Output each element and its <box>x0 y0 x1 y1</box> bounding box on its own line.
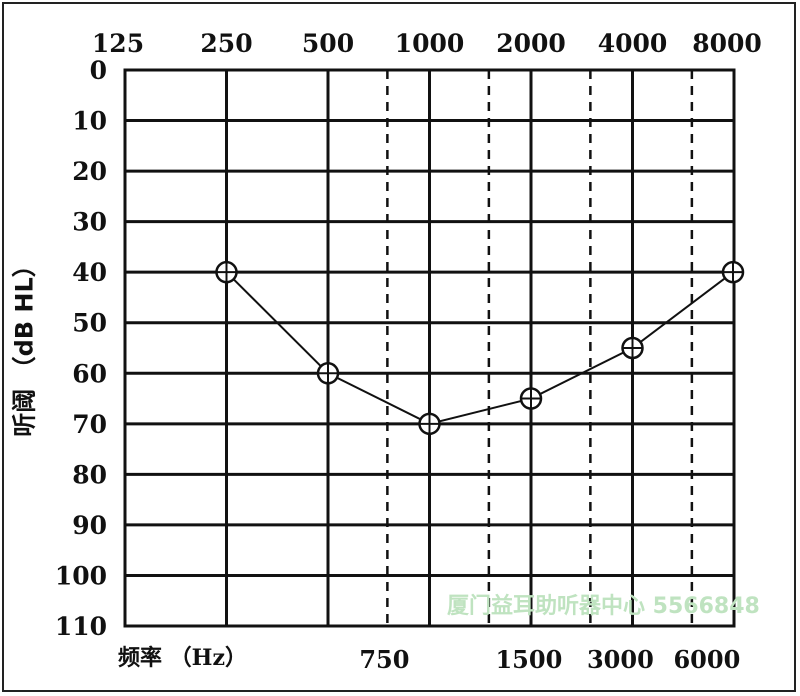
y-tick-label: 110 <box>55 612 107 641</box>
x-bottom-tick-label: 750 <box>359 645 409 674</box>
x-top-tick-labels: 125 250 500 1000 2000 4000 8000 <box>92 29 762 58</box>
x-bottom-tick-label: 6000 <box>673 645 740 674</box>
y-tick-label: 0 <box>90 56 107 85</box>
data-point <box>519 387 543 410</box>
y-tick-label: 60 <box>72 359 107 388</box>
y-tick-label: 10 <box>72 107 107 136</box>
x-bottom-tick-labels: 750 1500 3000 6000 <box>359 645 740 674</box>
x-top-tick-label: 4000 <box>598 29 668 58</box>
watermark: 厦门益耳助听器中心 5566848 <box>447 594 760 619</box>
x-top-tick-label: 250 <box>200 29 252 58</box>
x-bottom-tick-label: 1500 <box>495 645 562 674</box>
y-tick-label: 30 <box>72 208 107 237</box>
y-tick-label: 50 <box>72 309 107 338</box>
x-top-tick-label: 500 <box>302 29 354 58</box>
y-axis-label: 听阈 （dB HL） <box>10 253 39 437</box>
data-point <box>215 260 238 284</box>
data-point <box>418 412 441 436</box>
y-tick-label: 90 <box>72 511 107 540</box>
data-point <box>721 260 745 284</box>
y-tick-label: 40 <box>72 258 107 287</box>
x-top-tick-label: 2000 <box>496 29 566 58</box>
x-top-tick-label: 8000 <box>692 29 762 58</box>
y-tick-label: 80 <box>72 460 107 489</box>
y-tick-label: 100 <box>55 561 107 590</box>
y-tick-label: 70 <box>72 410 107 439</box>
series-group <box>215 260 745 436</box>
y-tick-labels: 0 10 20 30 40 50 60 70 80 90 100 110 <box>55 56 107 641</box>
x-axis-label: 频率 （Hz） <box>118 645 247 671</box>
data-point <box>621 336 644 360</box>
x-bottom-tick-label: 3000 <box>587 645 654 674</box>
series-line <box>225 271 734 425</box>
data-point <box>316 362 340 385</box>
x-top-tick-label: 1000 <box>395 29 465 58</box>
y-tick-label: 20 <box>72 157 107 186</box>
x-top-tick-label: 125 <box>92 29 144 58</box>
